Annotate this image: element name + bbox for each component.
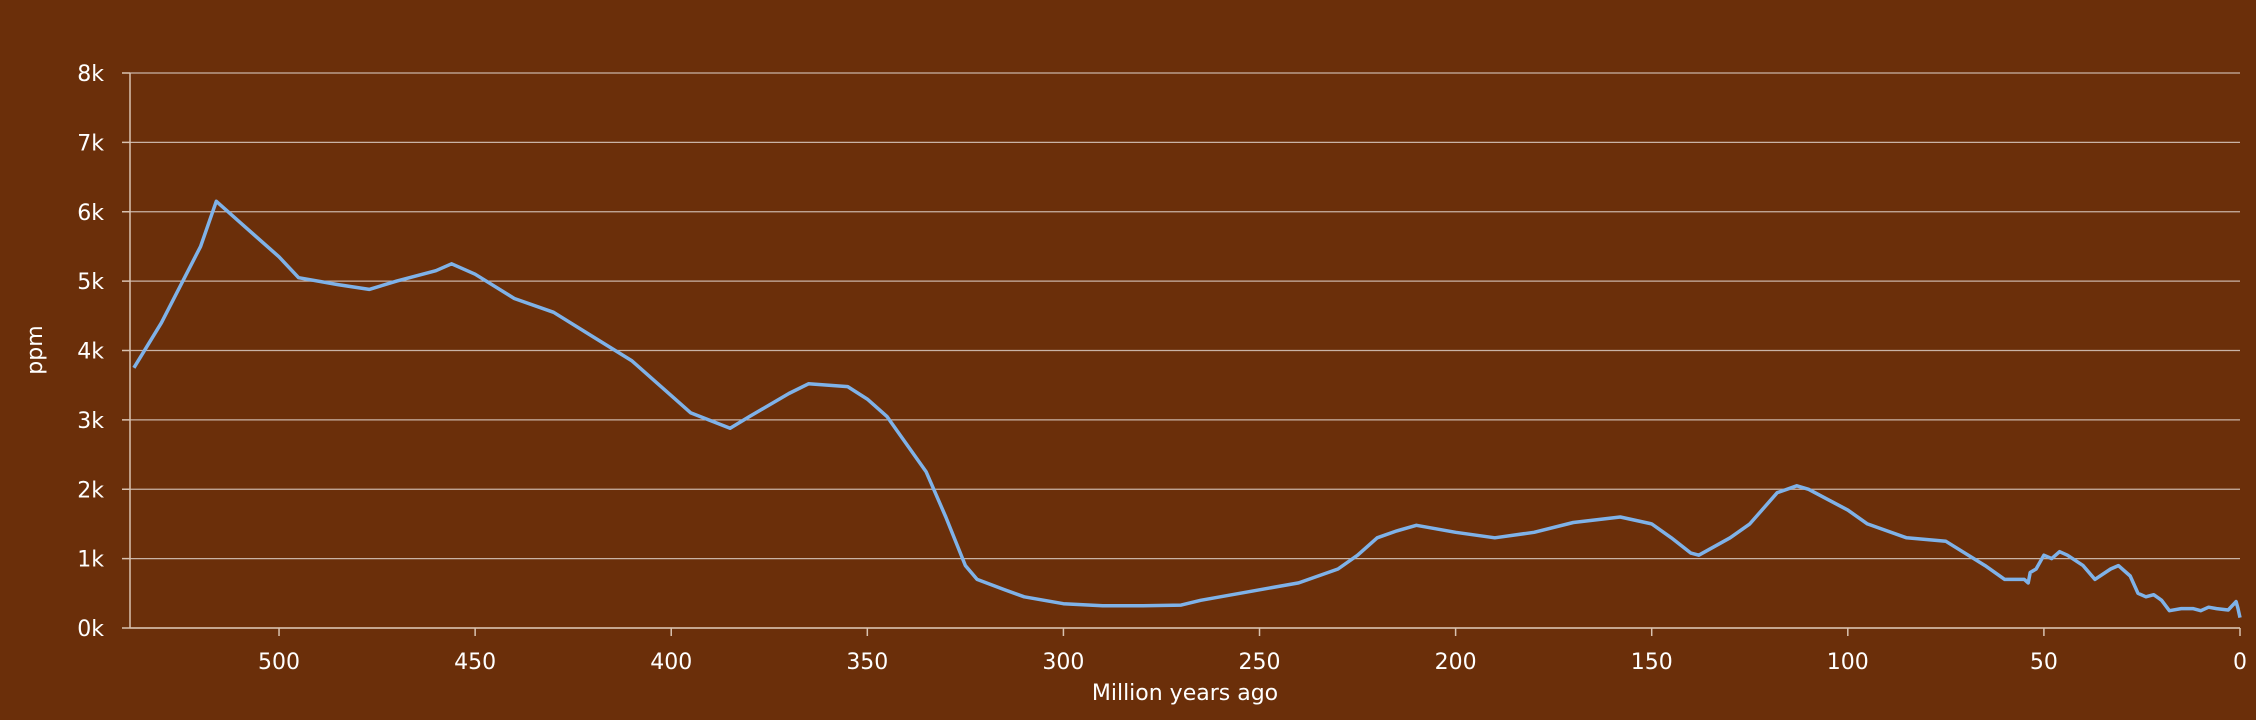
x-tick-label: 0 [2233,650,2247,675]
x-tick-label: 300 [1042,650,1084,675]
y-tick-label: 1k [77,548,104,573]
x-tick-label: 100 [1827,650,1869,675]
x-tick-label: 450 [454,650,496,675]
x-axis-label: Million years ago [1092,681,1278,706]
x-tick-label: 250 [1239,650,1281,675]
x-tick-label: 50 [2030,650,2058,675]
y-tick-label: 3k [77,409,104,434]
x-tick-label: 350 [846,650,888,675]
data-line [132,199,2242,618]
y-tick-label: 0k [77,617,104,642]
y-tick-label: 6k [77,201,104,226]
y-tick-label: 2k [77,478,104,503]
y-axis-label: ppm [23,325,48,374]
x-tick-label: 500 [258,650,300,675]
x-tick-label: 400 [650,650,692,675]
y-tick-label: 4k [77,340,104,365]
x-tick-label: 200 [1435,650,1477,675]
x-tick-label: 150 [1631,650,1673,675]
y-tick-label: 7k [77,131,104,156]
y-tick-label: 5k [77,270,104,295]
y-tick-label: 8k [77,62,104,87]
